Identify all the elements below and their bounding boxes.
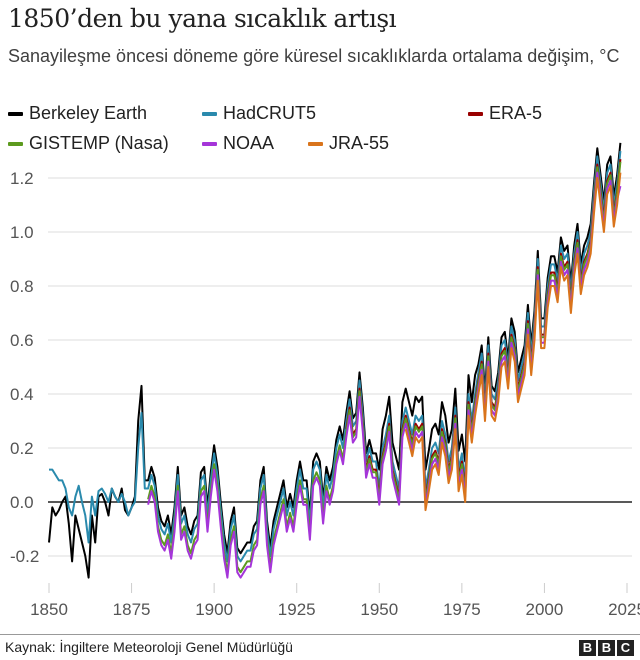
legend-label: Berkeley Earth (29, 103, 148, 123)
y-tick-label: 0.8 (10, 277, 34, 296)
logo-letter: B (598, 640, 615, 656)
line-chart: 1.2 1.0 0.8 0.6 0.4 0.2 0.0 -0.2 1850 1875 1900 192… (10, 142, 640, 619)
legend-item: NOAA (202, 133, 274, 154)
x-tick-label: 1850 (30, 600, 68, 619)
y-tick-label: 1.0 (10, 223, 34, 242)
y-tick-label: 0.2 (10, 439, 34, 458)
x-tick-label: 1875 (113, 600, 151, 619)
x-tick-label: 1925 (278, 600, 316, 619)
x-tick-label: 1950 (360, 600, 398, 619)
legend-swatch (202, 111, 217, 116)
legend-label: JRA-55 (329, 133, 390, 153)
chart-subtitle: Sanayileşme öncesi döneme göre küresel s… (8, 46, 620, 66)
x-tick-label: 2025 (608, 600, 640, 619)
series-line-noaa (147, 171, 622, 579)
logo-letter: C (617, 640, 634, 656)
y-tick-label: 0.0 (10, 493, 34, 512)
series-line-berkeley-earth (48, 142, 622, 579)
logo-letter: B (579, 640, 596, 656)
legend-item: Berkeley Earth (8, 103, 147, 124)
legend-label: NOAA (223, 133, 275, 153)
series-line-jra-55 (404, 172, 622, 512)
legend-swatch (8, 141, 23, 146)
y-tick-label: 1.2 (10, 169, 34, 188)
chart-title: 1850’den bu yana sıcaklık artışı (8, 4, 397, 33)
legend-swatch (202, 141, 217, 146)
y-tick-label: 0.6 (10, 331, 34, 350)
legend-item: JRA-55 (308, 133, 389, 154)
legend-label: HadCRUT5 (223, 103, 317, 123)
legend-item: HadCRUT5 (202, 103, 316, 124)
x-tick-label: 2000 (526, 600, 564, 619)
footer-divider (0, 634, 640, 635)
bbc-logo: B B C (579, 640, 634, 656)
x-tick-label: 1975 (443, 600, 481, 619)
source-note: Kaynak: İngiltere Meteoroloji Genel Müdü… (5, 639, 293, 655)
y-tick-label: -0.2 (10, 547, 39, 566)
legend-item: GISTEMP (Nasa) (8, 133, 169, 154)
series-line-hadcrut5 (49, 150, 622, 563)
y-tick-label: 0.4 (10, 385, 34, 404)
legend-label: ERA-5 (489, 103, 543, 123)
legend-label: GISTEMP (Nasa) (29, 133, 169, 153)
x-tick-label: 1900 (195, 600, 233, 619)
legend-swatch (308, 141, 323, 146)
legend-item: ERA-5 (468, 103, 542, 124)
legend-swatch (468, 111, 483, 116)
legend-swatch (8, 111, 23, 116)
